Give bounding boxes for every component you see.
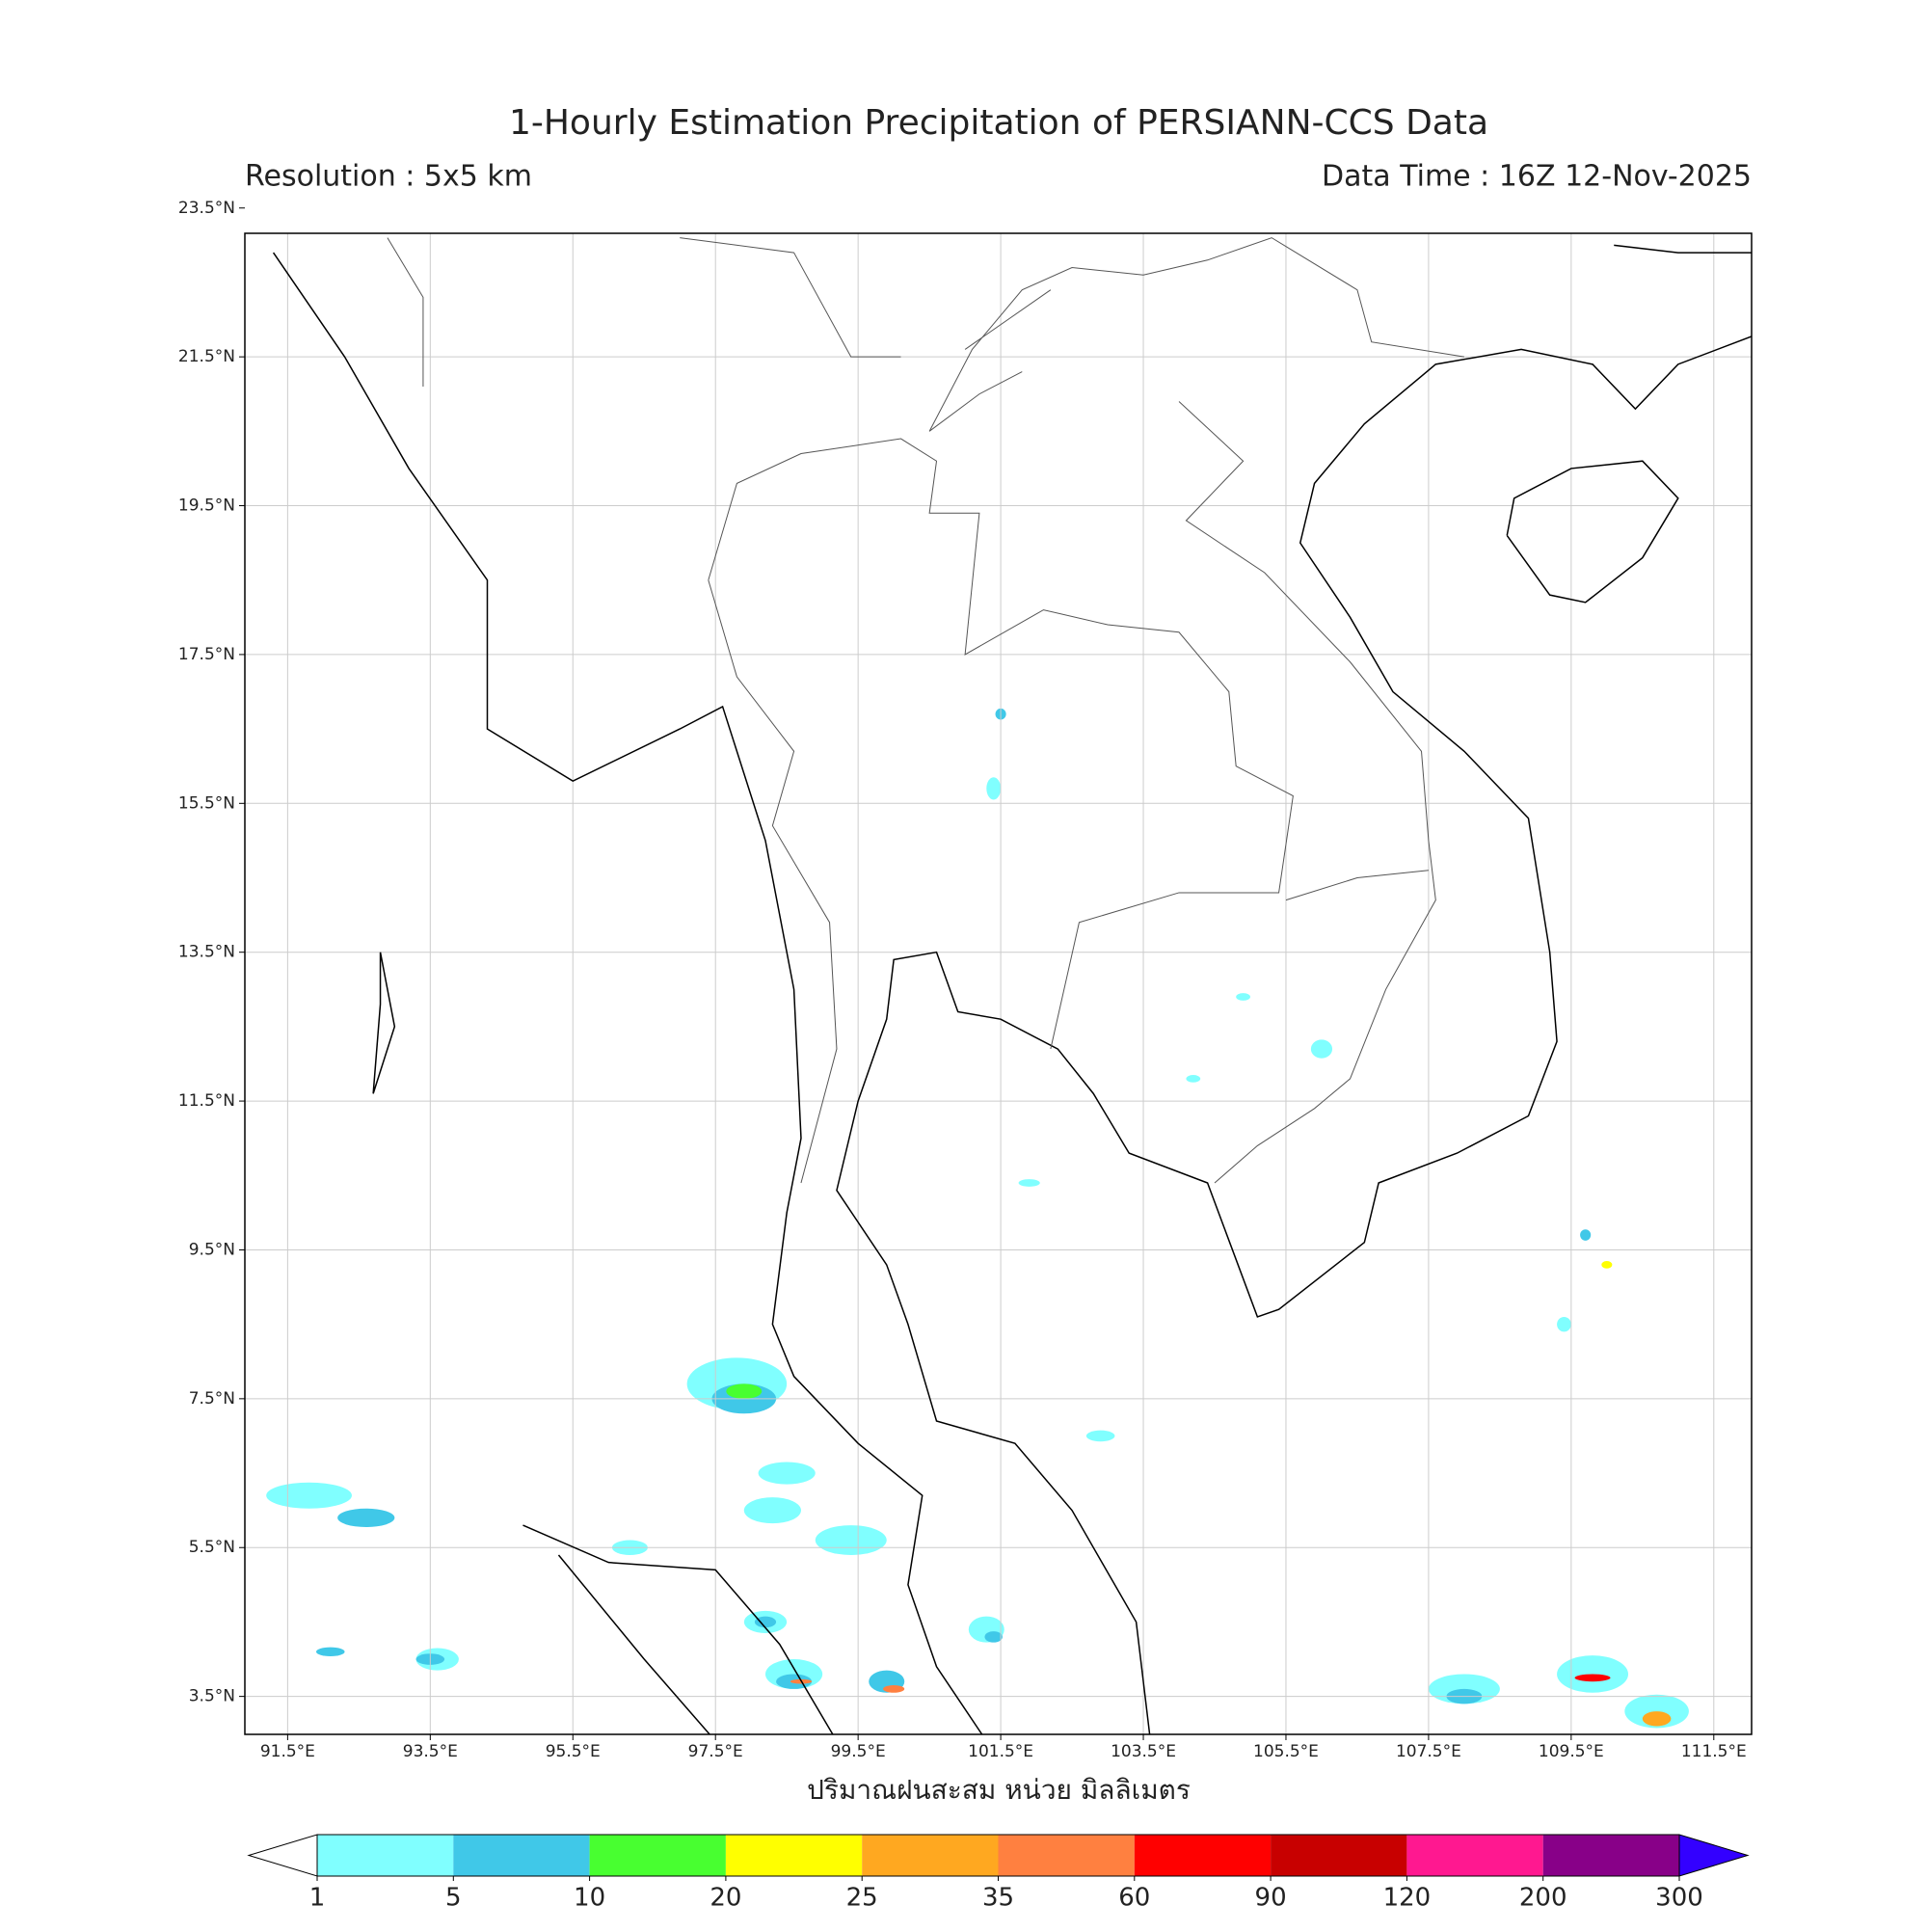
coastline [1614, 244, 1752, 254]
border [964, 289, 1052, 350]
x-tick-label: 97.5°E [688, 1742, 743, 1761]
colorbar-label: 35 [982, 1884, 1014, 1913]
rain-area [1580, 1229, 1592, 1241]
rain-area [1310, 1039, 1333, 1059]
y-tick-label: 21.5°N [178, 347, 235, 366]
x-tick-label: 103.5°E [1111, 1742, 1176, 1761]
rain-area [1574, 1674, 1611, 1682]
rain-area [1236, 993, 1250, 1001]
x-tick-label: 101.5°E [968, 1742, 1033, 1761]
colorbar-over [1678, 1834, 1750, 1877]
rain-area [986, 777, 1002, 800]
y-tick-label: 19.5°N [178, 496, 235, 516]
x-tick-label: 95.5°E [546, 1742, 601, 1761]
colorbar-label: 120 [1383, 1884, 1432, 1913]
rain-area [1624, 1694, 1689, 1729]
colorbar-under [247, 1834, 318, 1877]
x-tick-label: 107.5°E [1396, 1742, 1461, 1761]
y-tick-label: 17.5°N [178, 645, 235, 664]
colorbar-segment [589, 1835, 726, 1876]
colorbar-label: 200 [1519, 1884, 1567, 1913]
coastline [272, 252, 983, 1734]
y-tick-label: 9.5°N [189, 1240, 235, 1259]
rain-area [815, 1525, 887, 1555]
colorbar-label: 1 [309, 1884, 326, 1913]
colorbar-label: 5 [445, 1884, 462, 1913]
data-time: Data Time : 16Z 12-Nov-2025 [1322, 160, 1752, 194]
colorbar-label: 10 [574, 1884, 605, 1913]
coastline [836, 335, 1752, 1734]
colorbar-segment [1542, 1835, 1679, 1876]
rain-area [1085, 1430, 1115, 1442]
rain-area [1186, 1075, 1201, 1083]
border [928, 237, 1464, 432]
colorbar-segment [1406, 1835, 1543, 1876]
y-tick-label: 5.5°N [189, 1538, 235, 1557]
map-area [245, 233, 1752, 1734]
border [387, 237, 424, 388]
rain-area [754, 1616, 777, 1628]
colorbar-label: 300 [1655, 1884, 1703, 1913]
x-tick-label: 99.5°E [831, 1742, 886, 1761]
colorbar-segment [1134, 1835, 1272, 1876]
coastline [557, 1554, 711, 1734]
border [928, 371, 1023, 432]
colorbar-segment [725, 1835, 863, 1876]
title: 1-Hourly Estimation Precipitation of PER… [509, 103, 1488, 143]
rain-area [726, 1383, 763, 1399]
colorbar-segment [1271, 1835, 1407, 1876]
x-axis-label: ปริมาณฝนสะสม หน่วย มิลลิเมตร [807, 1774, 1191, 1806]
coastline [1506, 460, 1679, 604]
rain-area [315, 1647, 345, 1656]
map-frame [244, 232, 1753, 1735]
colorbar-label: 25 [846, 1884, 878, 1913]
y-tick-label: 3.5°N [189, 1687, 235, 1706]
rain-area [743, 1497, 801, 1524]
y-tick-label: 23.5°N [178, 199, 235, 218]
y-tick-label: 13.5°N [178, 943, 235, 962]
colorbar-label: 20 [710, 1884, 741, 1913]
rain-area [758, 1462, 816, 1485]
colorbar-label: 90 [1255, 1884, 1287, 1913]
x-tick-label: 111.5°E [1681, 1742, 1747, 1761]
y-tick-label: 7.5°N [189, 1389, 235, 1409]
x-tick-label: 93.5°E [403, 1742, 458, 1761]
coastline [522, 1524, 834, 1734]
rain-area [337, 1508, 395, 1528]
colorbar-segment [998, 1835, 1135, 1876]
y-tick-label: 15.5°N [178, 793, 235, 813]
resolution: Resolution : 5x5 km [245, 160, 532, 194]
x-tick-label: 91.5°E [260, 1742, 315, 1761]
colorbar-segment [453, 1835, 590, 1876]
border [680, 237, 901, 358]
rain-area [266, 1482, 352, 1509]
rain-area [1642, 1711, 1672, 1727]
rain-area [1601, 1261, 1613, 1269]
x-tick-label: 109.5°E [1539, 1742, 1604, 1761]
border [1285, 870, 1429, 901]
colorbar-segment [317, 1835, 454, 1876]
coastline [372, 952, 396, 1094]
border [708, 438, 1294, 1050]
rain-area [1557, 1316, 1571, 1332]
x-tick-label: 105.5°E [1253, 1742, 1319, 1761]
rain-area [984, 1631, 1003, 1643]
border [1178, 401, 1436, 1184]
rain-area [1018, 1179, 1040, 1187]
rain-area [883, 1685, 905, 1693]
border [708, 579, 838, 1184]
colorbar-segment [862, 1835, 999, 1876]
colorbar-label: 60 [1118, 1884, 1150, 1913]
y-tick-label: 11.5°N [178, 1091, 235, 1111]
